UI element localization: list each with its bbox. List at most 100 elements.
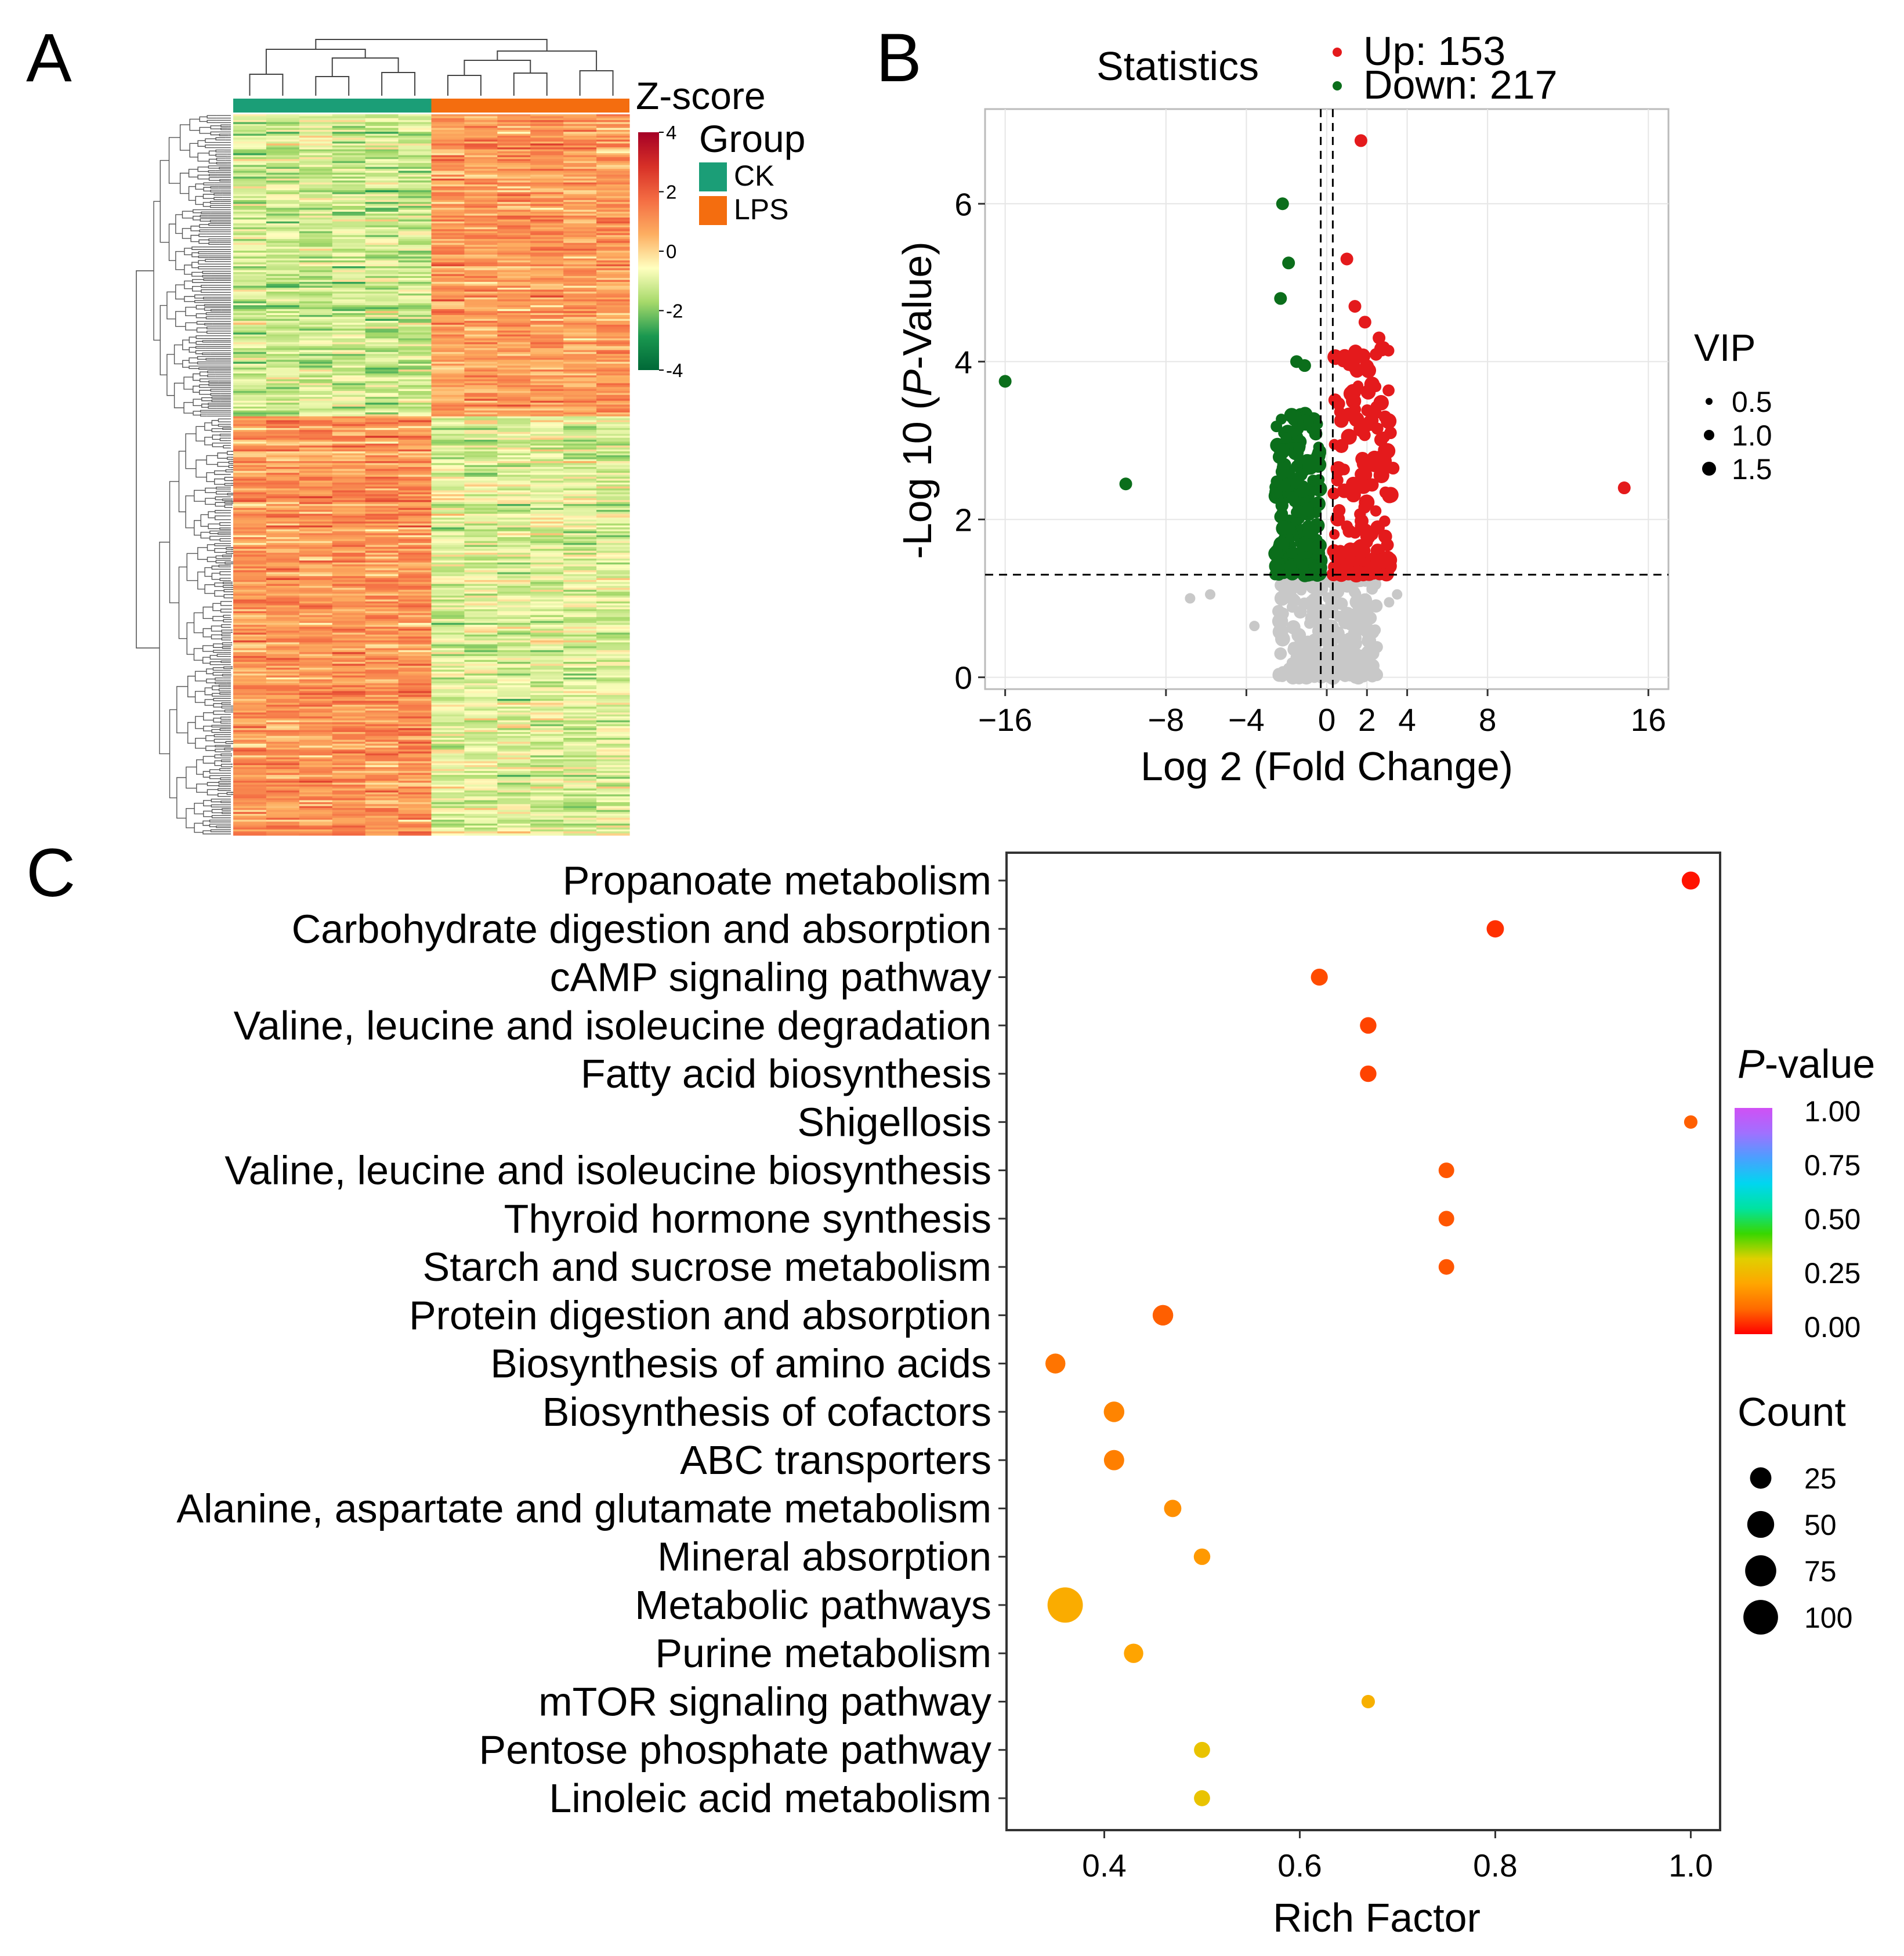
heatmap-cell bbox=[497, 787, 531, 789]
heatmap-cell bbox=[332, 346, 366, 349]
heatmap-cell bbox=[233, 728, 267, 731]
heatmap-cell bbox=[233, 284, 267, 287]
heatmap-cell bbox=[596, 305, 630, 308]
heatmap-cell bbox=[365, 720, 399, 723]
row-dendrogram-branch bbox=[202, 645, 213, 652]
heatmap-cell bbox=[365, 205, 399, 208]
row-dendrogram-branch bbox=[220, 777, 227, 780]
heatmap-cell bbox=[464, 585, 498, 588]
heatmap-cell bbox=[398, 753, 432, 756]
heatmap-cell bbox=[530, 370, 564, 372]
heatmap-cell bbox=[563, 482, 597, 485]
heatmap-cell bbox=[497, 621, 531, 624]
heatmap-cell bbox=[266, 570, 300, 573]
heatmap-cell bbox=[398, 315, 432, 317]
heatmap-cell bbox=[563, 757, 597, 760]
heatmap-cell bbox=[332, 157, 366, 160]
heatmap-cell bbox=[497, 552, 531, 555]
heatmap-cell bbox=[464, 313, 498, 316]
heatmap-cell bbox=[530, 323, 564, 325]
heatmap-cell bbox=[464, 603, 498, 606]
row-dendrogram-branch bbox=[208, 238, 217, 241]
heatmap-cell bbox=[398, 254, 432, 257]
heatmap-cell bbox=[365, 258, 399, 261]
row-dendrogram-branch bbox=[213, 650, 223, 653]
heatmap-cell bbox=[332, 710, 366, 713]
heatmap-cell bbox=[233, 377, 267, 380]
heatmap-cell bbox=[431, 517, 465, 520]
heatmap-cell bbox=[332, 436, 366, 439]
heatmap-cell bbox=[530, 453, 564, 456]
heatmap-cell bbox=[497, 414, 531, 417]
heatmap-cell bbox=[596, 704, 630, 707]
heatmap-cell bbox=[530, 765, 564, 768]
heatmap-cell bbox=[266, 188, 300, 191]
heatmap-cell bbox=[398, 488, 432, 491]
heatmap-cell bbox=[596, 211, 630, 214]
heatmap-cell bbox=[266, 597, 300, 600]
heatmap-cell bbox=[365, 453, 399, 456]
heatmap-cell bbox=[497, 555, 531, 557]
heatmap-cell bbox=[563, 558, 597, 561]
heatmap-cell bbox=[233, 400, 267, 403]
heatmap-cell bbox=[398, 479, 432, 481]
heatmap-cell bbox=[233, 137, 267, 140]
heatmap-cell bbox=[563, 517, 597, 520]
heatmap-cell bbox=[497, 202, 531, 205]
heatmap-cell bbox=[299, 539, 333, 542]
heatmap-cell bbox=[266, 697, 300, 700]
heatmap-cell bbox=[299, 603, 333, 606]
heatmap-cell bbox=[365, 640, 399, 643]
heatmap-cell bbox=[530, 516, 564, 519]
heatmap-cell bbox=[497, 225, 531, 228]
heatmap-cell bbox=[596, 570, 630, 573]
heatmap-cell bbox=[266, 209, 300, 212]
heatmap-cell bbox=[431, 625, 465, 628]
row-dendrogram-branch bbox=[208, 223, 217, 226]
heatmap-cell bbox=[233, 734, 267, 737]
heatmap-cell bbox=[530, 582, 564, 585]
heatmap-cell bbox=[398, 636, 432, 639]
heatmap-cell bbox=[299, 194, 333, 197]
heatmap-cell bbox=[365, 301, 399, 304]
heatmap-cell bbox=[299, 734, 333, 737]
heatmap-cell bbox=[563, 324, 597, 327]
heatmap-cell bbox=[233, 798, 267, 801]
heatmap-cell bbox=[563, 539, 597, 542]
heatmap-cell bbox=[464, 730, 498, 733]
heatmap-cell bbox=[431, 738, 465, 740]
heatmap-cell bbox=[464, 410, 498, 413]
row-dendrogram-branch bbox=[218, 418, 230, 423]
heatmap-cell bbox=[563, 740, 597, 742]
heatmap-cell bbox=[431, 274, 465, 277]
heatmap-cell bbox=[596, 161, 630, 164]
heatmap-cell bbox=[431, 465, 465, 468]
heatmap-cell bbox=[332, 416, 366, 419]
heatmap-cell bbox=[332, 761, 366, 764]
heatmap-cell bbox=[431, 301, 465, 304]
heatmap-cell bbox=[530, 535, 564, 538]
heatmap-cell bbox=[266, 794, 300, 797]
row-dendrogram-branch bbox=[214, 754, 222, 759]
heatmap-cell bbox=[299, 741, 333, 744]
heatmap-cell bbox=[299, 461, 333, 463]
heatmap-cell bbox=[233, 788, 267, 791]
heatmap-cell bbox=[464, 289, 498, 292]
heatmap-cell bbox=[530, 689, 564, 691]
heatmap-cell bbox=[431, 209, 465, 212]
heatmap-cell bbox=[497, 223, 531, 226]
heatmap-cell bbox=[596, 303, 630, 306]
heatmap-cell bbox=[530, 133, 564, 136]
row-dendrogram-branch bbox=[218, 793, 227, 797]
heatmap-cell bbox=[332, 494, 366, 497]
heatmap-cell bbox=[299, 492, 333, 495]
heatmap-cell bbox=[464, 449, 498, 452]
heatmap-cell bbox=[299, 467, 333, 470]
heatmap-cell bbox=[596, 537, 630, 539]
heatmap-cell bbox=[563, 225, 597, 228]
column-dendrogram-branch bbox=[265, 49, 366, 74]
heatmap-cell bbox=[299, 738, 333, 740]
heatmap-cell bbox=[563, 490, 597, 493]
heatmap-cell bbox=[431, 521, 465, 524]
heatmap-cell bbox=[266, 513, 300, 516]
